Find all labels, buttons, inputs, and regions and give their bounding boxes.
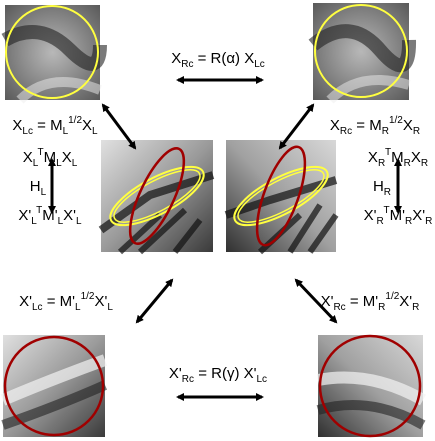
equation-part: Rc bbox=[340, 126, 352, 137]
equation-part: R bbox=[384, 187, 391, 198]
equation-part: L bbox=[41, 187, 47, 198]
equation: XLc = ML1/2XL bbox=[12, 115, 98, 137]
equation-part: L bbox=[92, 126, 98, 137]
equation-part: X bbox=[171, 50, 181, 67]
equation-part: Lc bbox=[254, 59, 265, 70]
equation-part: Rc bbox=[181, 59, 193, 70]
patch-center-right bbox=[226, 140, 336, 252]
equation: HL bbox=[30, 178, 47, 198]
equation: XRc = MR1/2XR bbox=[330, 115, 420, 137]
equation-part: X' bbox=[399, 293, 412, 310]
equation-part: X bbox=[411, 149, 421, 166]
equation-part: R bbox=[404, 158, 411, 169]
equation-part: X' bbox=[169, 365, 182, 382]
equation-part: H bbox=[30, 178, 41, 195]
equation-part: X' bbox=[94, 293, 107, 310]
equation: X'RTM'RX'R bbox=[364, 205, 433, 227]
equation-part: L bbox=[31, 216, 37, 227]
equation-part: R bbox=[382, 126, 389, 137]
equation-part: R bbox=[413, 126, 420, 137]
equation-part: = R(α) X bbox=[193, 50, 254, 67]
equation-part: L bbox=[63, 126, 69, 137]
equation-part: X bbox=[62, 149, 72, 166]
diagram: XRc = R(α) XLc XLc = ML1/2XL XRc = MR1/2… bbox=[0, 0, 435, 441]
equation: XRTMRXR bbox=[368, 147, 428, 169]
equation: X'Lc = M'L1/2X'L bbox=[19, 291, 113, 313]
equation-part: R bbox=[378, 158, 385, 169]
equation-part: R bbox=[425, 216, 432, 227]
equation-part: X' bbox=[364, 207, 377, 224]
equation-part: X' bbox=[321, 293, 334, 310]
equation: X'Rc = R(γ) X'Lc bbox=[169, 365, 267, 385]
equation-part: 1/2 bbox=[389, 115, 403, 126]
equation-part: L bbox=[75, 302, 81, 313]
equation-part: Lc bbox=[257, 374, 268, 385]
equation: X'LTM'LX'L bbox=[18, 205, 82, 227]
equation-part: L bbox=[33, 158, 39, 169]
equation-part: M bbox=[391, 149, 404, 166]
equation-part: 1/2 bbox=[68, 115, 82, 126]
equation-part: X bbox=[82, 117, 92, 134]
patch-top-right bbox=[313, 3, 409, 100]
equation-part: R bbox=[377, 216, 384, 227]
equation-part: X' bbox=[18, 207, 31, 224]
equation-part: M bbox=[44, 149, 57, 166]
equation-part: Lc bbox=[32, 302, 43, 313]
equation-part: R bbox=[405, 216, 412, 227]
equation-part: M' bbox=[42, 207, 57, 224]
equation: X'Rc = M'R1/2X'R bbox=[321, 291, 420, 313]
patch-top-left bbox=[5, 5, 100, 100]
equation-part: R bbox=[412, 302, 419, 313]
equation-part: = M' bbox=[346, 293, 379, 310]
equation-part: L bbox=[72, 158, 78, 169]
patch-bottom-right bbox=[318, 335, 423, 437]
equation: XLTMLXL bbox=[23, 147, 78, 169]
equation: XRc = R(α) XLc bbox=[171, 50, 265, 70]
equation-part: X' bbox=[19, 293, 32, 310]
equation-part: X bbox=[23, 149, 33, 166]
patch-bottom-left bbox=[3, 335, 105, 437]
equation-part: R bbox=[378, 302, 385, 313]
equation-part: R bbox=[421, 158, 428, 169]
equation-part: = M' bbox=[43, 293, 76, 310]
equation-part: 1/2 bbox=[385, 291, 399, 302]
equation-part: L bbox=[107, 302, 113, 313]
equation-part: = M bbox=[33, 117, 63, 134]
equation-part: = M bbox=[352, 117, 382, 134]
equation-part: M' bbox=[390, 207, 405, 224]
equation-part: X bbox=[403, 117, 413, 134]
equation-part: X bbox=[368, 149, 378, 166]
equation-part: X bbox=[330, 117, 340, 134]
equation-part: X bbox=[12, 117, 22, 134]
equation-part: X' bbox=[63, 207, 76, 224]
equation-part: = R(γ) X' bbox=[194, 365, 257, 382]
equation-part: Rc bbox=[333, 302, 345, 313]
equations: XRc = R(α) XLc XLc = ML1/2XL XRc = MR1/2… bbox=[12, 50, 432, 385]
patch-center-left bbox=[101, 140, 213, 252]
equation-part: L bbox=[76, 216, 82, 227]
equation: HR bbox=[373, 178, 391, 198]
equation-part: 1/2 bbox=[81, 291, 95, 302]
equation-part: Rc bbox=[182, 374, 194, 385]
equation-part: H bbox=[373, 178, 384, 195]
equation-part: X' bbox=[412, 207, 425, 224]
equation-part: Lc bbox=[22, 126, 33, 137]
